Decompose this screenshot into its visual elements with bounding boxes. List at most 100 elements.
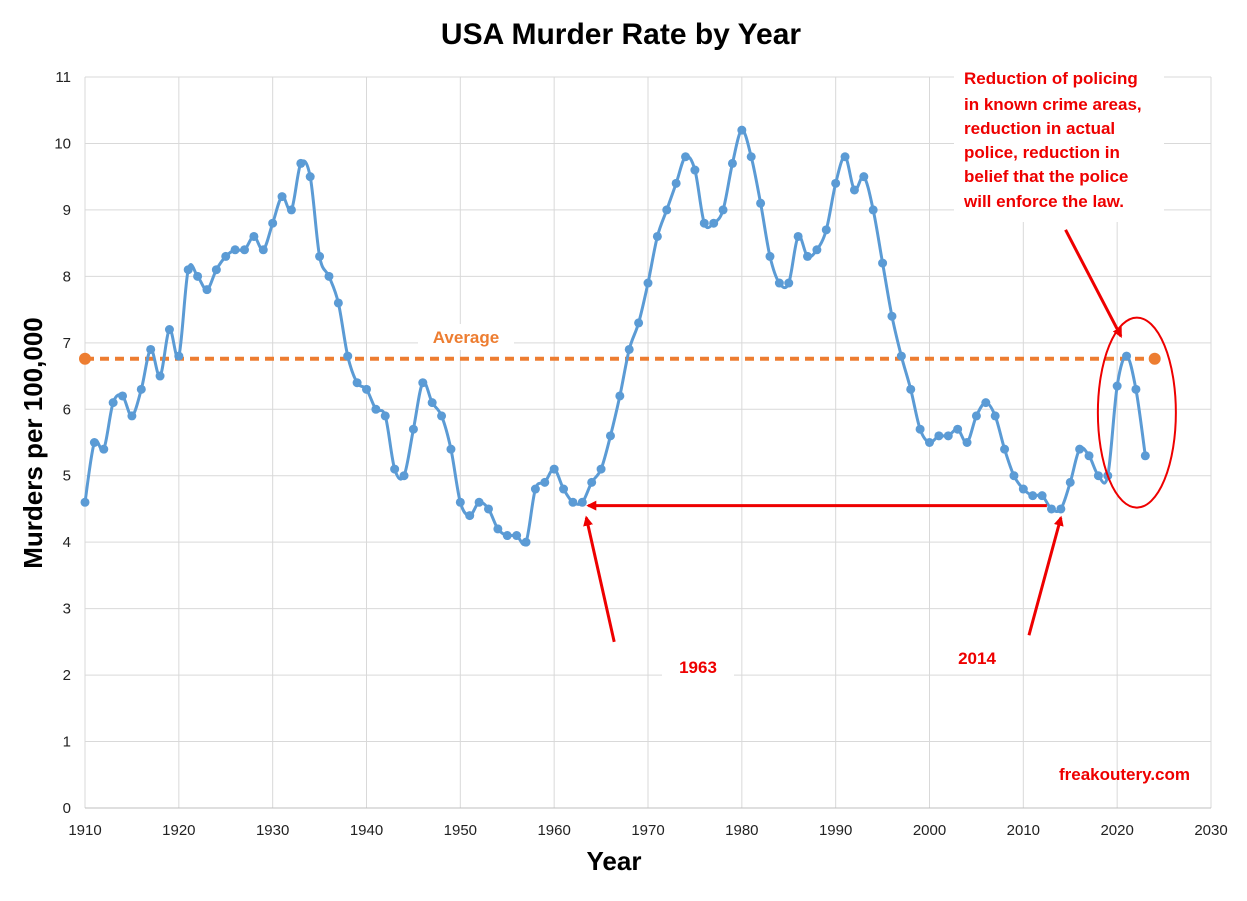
data-point: [362, 384, 371, 394]
average-line-group: [79, 352, 1161, 365]
data-point: [549, 464, 559, 474]
average-start-point: [79, 352, 91, 365]
data-point: [1131, 384, 1141, 394]
data-point: [953, 424, 963, 434]
data-point: [718, 205, 728, 215]
data-point: [127, 411, 137, 421]
data-point: [483, 504, 493, 514]
data-point: [1122, 351, 1132, 361]
average-end-point: [1148, 352, 1161, 365]
y-tick-label: 6: [63, 401, 71, 418]
data-point: [1093, 471, 1103, 481]
data-point: [849, 185, 859, 195]
data-point: [108, 398, 118, 408]
data-point: [774, 278, 784, 288]
y-axis-title: Murders per 100,000: [18, 317, 48, 568]
data-point: [803, 251, 813, 261]
data-point: [305, 172, 315, 182]
policing-note-line-1: Reduction of policing: [964, 69, 1138, 88]
data-point: [249, 231, 259, 241]
data-point: [559, 484, 569, 494]
data-point: [699, 218, 709, 228]
data-point: [1056, 504, 1066, 514]
data-point: [662, 205, 672, 215]
data-point: [981, 398, 991, 408]
series-group: [80, 125, 1150, 547]
data-point: [446, 444, 456, 454]
data-point: [380, 411, 390, 421]
policing-note-line-5: belief that the police: [964, 167, 1128, 186]
y-tick-label: 8: [63, 268, 71, 285]
source-credit: freakoutery.com: [1059, 765, 1190, 784]
data-point: [80, 497, 90, 507]
y-tick-label: 3: [63, 601, 71, 618]
data-point: [118, 391, 128, 401]
average-label-bg: [418, 324, 514, 350]
data-point: [333, 298, 343, 308]
average-label: Average: [433, 328, 499, 347]
data-point: [315, 251, 325, 261]
policing-note-line-6: will enforce the law.: [963, 192, 1124, 211]
data-point: [1112, 381, 1122, 391]
data-point: [878, 258, 888, 268]
data-point: [643, 278, 653, 288]
data-point: [221, 251, 231, 261]
data-point: [840, 152, 850, 162]
data-point: [1140, 451, 1150, 461]
data-point: [530, 484, 540, 494]
data-point: [408, 424, 418, 434]
data-point: [146, 344, 156, 354]
y-tick-label: 7: [63, 335, 71, 352]
x-tick-label: 1990: [819, 822, 852, 839]
data-point: [512, 531, 522, 541]
y-tick-label: 9: [63, 202, 71, 219]
x-tick-label: 1950: [444, 822, 477, 839]
data-point: [202, 285, 212, 295]
data-point: [784, 278, 794, 288]
x-tick-label: 1910: [68, 822, 101, 839]
data-point: [577, 497, 587, 507]
grid: [84, 76, 1212, 809]
data-point: [737, 125, 747, 135]
data-point: [1065, 477, 1075, 487]
data-point: [962, 438, 972, 447]
data-point: [934, 431, 944, 441]
x-tick-label: 2020: [1100, 822, 1133, 839]
data-point: [1028, 491, 1038, 501]
data-point: [1046, 504, 1056, 514]
x-tick-label: 1920: [162, 822, 195, 839]
x-tick-label: 1960: [537, 822, 570, 839]
data-point: [615, 391, 625, 401]
data-point: [1009, 471, 1019, 481]
data-point: [211, 265, 221, 275]
data-point: [915, 424, 925, 434]
data-point: [286, 205, 296, 215]
data-point: [605, 431, 615, 441]
arrow-to-2014: [1027, 515, 1064, 636]
data-point: [174, 351, 184, 361]
data-point: [756, 198, 766, 208]
data-point: [793, 231, 803, 241]
data-point: [502, 531, 512, 541]
data-point: [193, 271, 203, 281]
data-point: [1084, 451, 1094, 461]
x-tick-label: 1940: [350, 822, 383, 839]
label-1963: 1963: [679, 658, 717, 677]
arrow-to-1963: [583, 515, 616, 643]
data-point: [1037, 491, 1047, 501]
policing-note-line-2: in known crime areas,: [964, 95, 1142, 114]
data-point: [521, 537, 531, 547]
data-point: [258, 245, 268, 255]
data-point: [268, 218, 278, 228]
data-point: [925, 438, 934, 447]
data-point: [164, 325, 174, 335]
data-point: [709, 218, 719, 228]
data-point: [690, 165, 700, 175]
data-point: [634, 318, 644, 328]
data-point: [418, 378, 428, 388]
y-tick-label: 5: [63, 468, 71, 485]
data-point: [812, 245, 822, 255]
recent-spike-ellipse: [1096, 316, 1177, 509]
data-point: [296, 158, 306, 168]
